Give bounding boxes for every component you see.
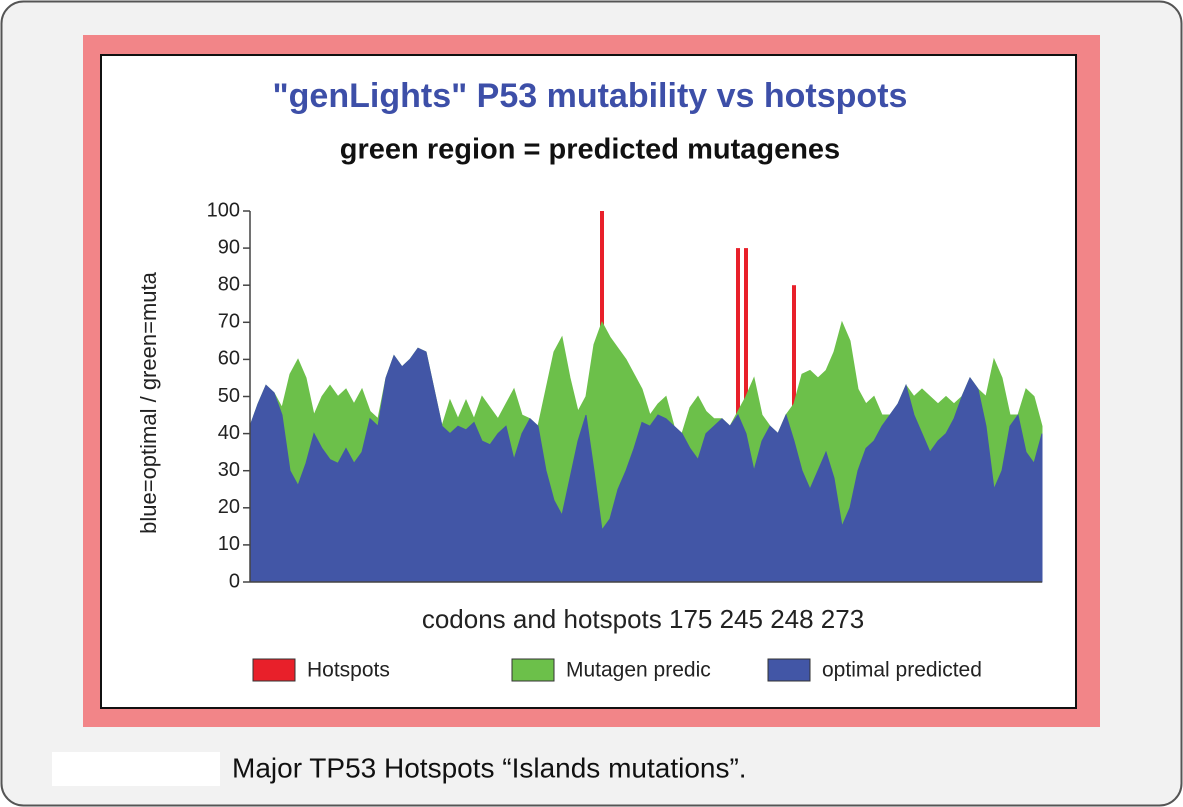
area bbox=[249, 347, 1043, 583]
y-tick-label: 80 bbox=[218, 273, 240, 295]
legend-label: Hotspots bbox=[307, 659, 390, 682]
y-tick-label: 100 bbox=[207, 199, 240, 221]
chart-title: "genLights" P53 mutability vs hotspots bbox=[273, 77, 908, 115]
y-tick-label: 60 bbox=[218, 348, 240, 370]
redacted-box bbox=[52, 752, 220, 786]
x-axis-label: codons and hotspots 175 245 248 273 bbox=[422, 604, 864, 634]
y-tick-label: 40 bbox=[218, 422, 240, 444]
caption: Major TP53 Hotspots “Islands mutations”. bbox=[232, 752, 747, 783]
y-tick-label: 0 bbox=[229, 570, 240, 592]
legend-label: Mutagen predic bbox=[566, 659, 711, 682]
legend-label: optimal predicted bbox=[822, 659, 982, 682]
plot: 0 10 20 30 40 50 60 70 80 90 100 Hotspots Mutagen pr… bbox=[207, 199, 1043, 682]
y-tick-label: 90 bbox=[218, 236, 240, 258]
y-tick-label: 20 bbox=[218, 496, 240, 518]
legend-swatch bbox=[252, 658, 296, 682]
legend-swatch bbox=[511, 658, 555, 682]
y-axis-label: blue=optimal / green=muta bbox=[136, 271, 161, 533]
y-tick-label: 70 bbox=[218, 311, 240, 333]
legend-swatch bbox=[767, 658, 811, 682]
chart-subtitle: green region = predicted mutagenes bbox=[340, 134, 840, 166]
y-tick-label: 50 bbox=[218, 385, 240, 407]
y-tick-label: 10 bbox=[218, 533, 240, 555]
y-tick-label: 30 bbox=[218, 459, 240, 481]
